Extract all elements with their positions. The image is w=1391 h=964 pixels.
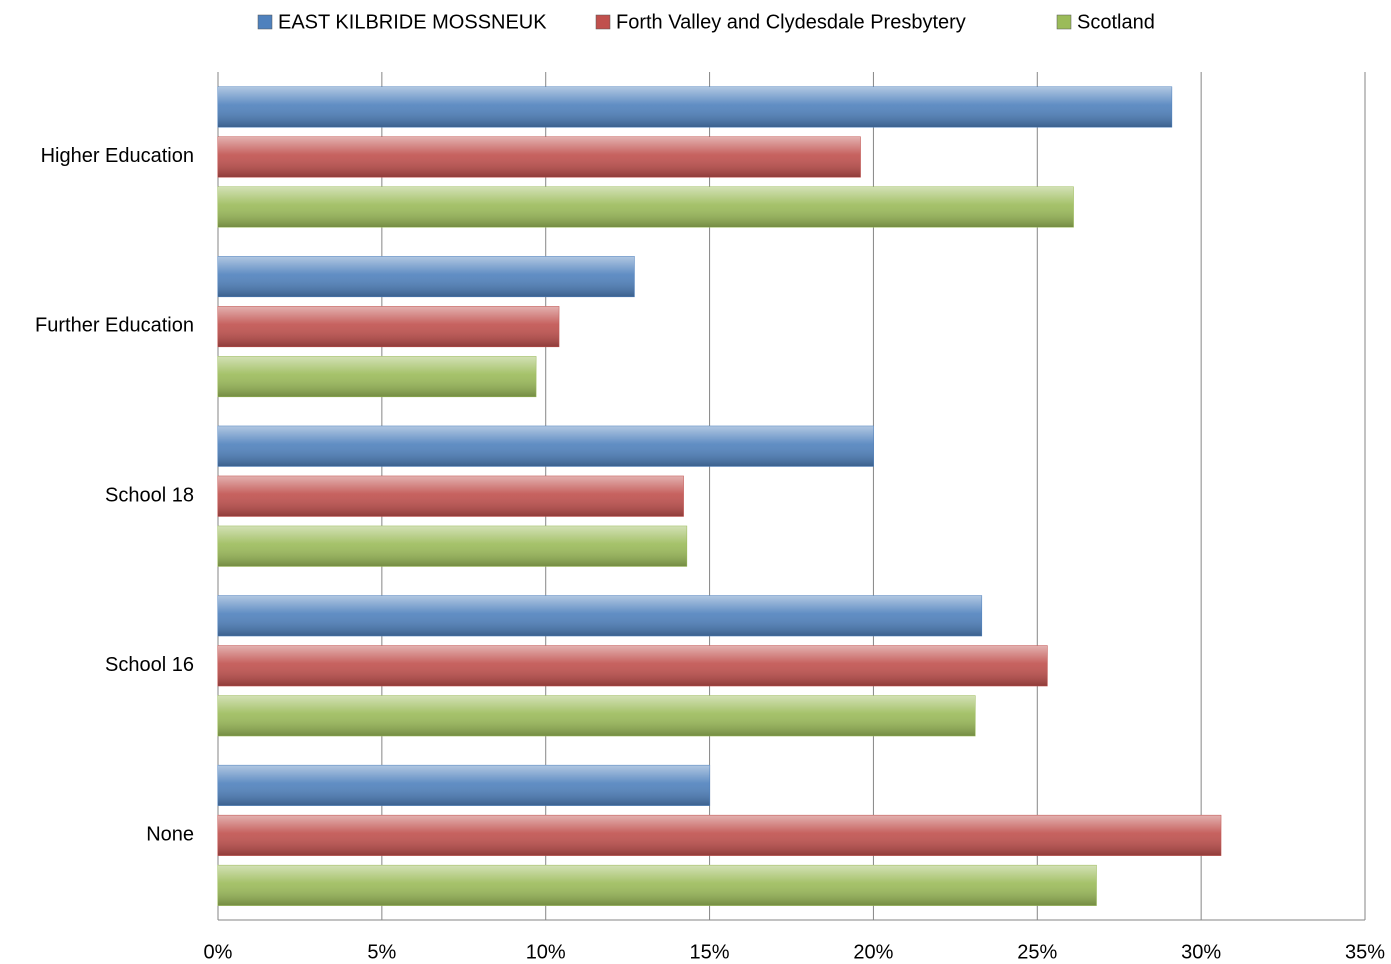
bar-shine xyxy=(218,695,976,736)
x-tick-label: 15% xyxy=(690,941,730,963)
bar-shine xyxy=(218,137,861,177)
bar-shine xyxy=(218,426,874,467)
bar-shine xyxy=(218,645,1048,686)
y-tick-label: School 16 xyxy=(105,654,194,676)
legend-swatch xyxy=(595,14,611,30)
bar-shine xyxy=(218,815,1221,856)
bar-shine xyxy=(218,256,635,297)
bar-shine xyxy=(218,476,684,517)
legend-swatch xyxy=(1056,14,1072,30)
y-tick-label: School 18 xyxy=(105,484,194,506)
bar-shine xyxy=(218,865,1097,906)
bar-shine xyxy=(218,356,536,397)
bar-shine xyxy=(218,765,710,806)
x-tick-label: 25% xyxy=(1017,941,1057,963)
legend-label: EAST KILBRIDE MOSSNEUK xyxy=(278,11,547,33)
y-tick-label: Higher Education xyxy=(41,145,194,167)
x-tick-label: 0% xyxy=(204,941,233,963)
x-tick-label: 20% xyxy=(853,941,893,963)
x-tick-label: 5% xyxy=(367,941,396,963)
x-tick-label: 30% xyxy=(1181,941,1221,963)
bar-shine xyxy=(218,526,687,567)
bar-shine xyxy=(218,187,1074,227)
x-tick-label: 10% xyxy=(526,941,566,963)
bar-shine xyxy=(218,306,559,347)
legend-swatch xyxy=(257,14,273,30)
y-tick-label: None xyxy=(146,823,194,845)
legend-label: Scotland xyxy=(1077,11,1155,33)
x-tick-label: 35% xyxy=(1345,941,1385,963)
y-tick-label: Further Education xyxy=(35,315,194,337)
bar-shine xyxy=(218,595,982,636)
legend-label: Forth Valley and Clydesdale Presbytery xyxy=(616,11,966,33)
bar-shine xyxy=(218,87,1172,127)
